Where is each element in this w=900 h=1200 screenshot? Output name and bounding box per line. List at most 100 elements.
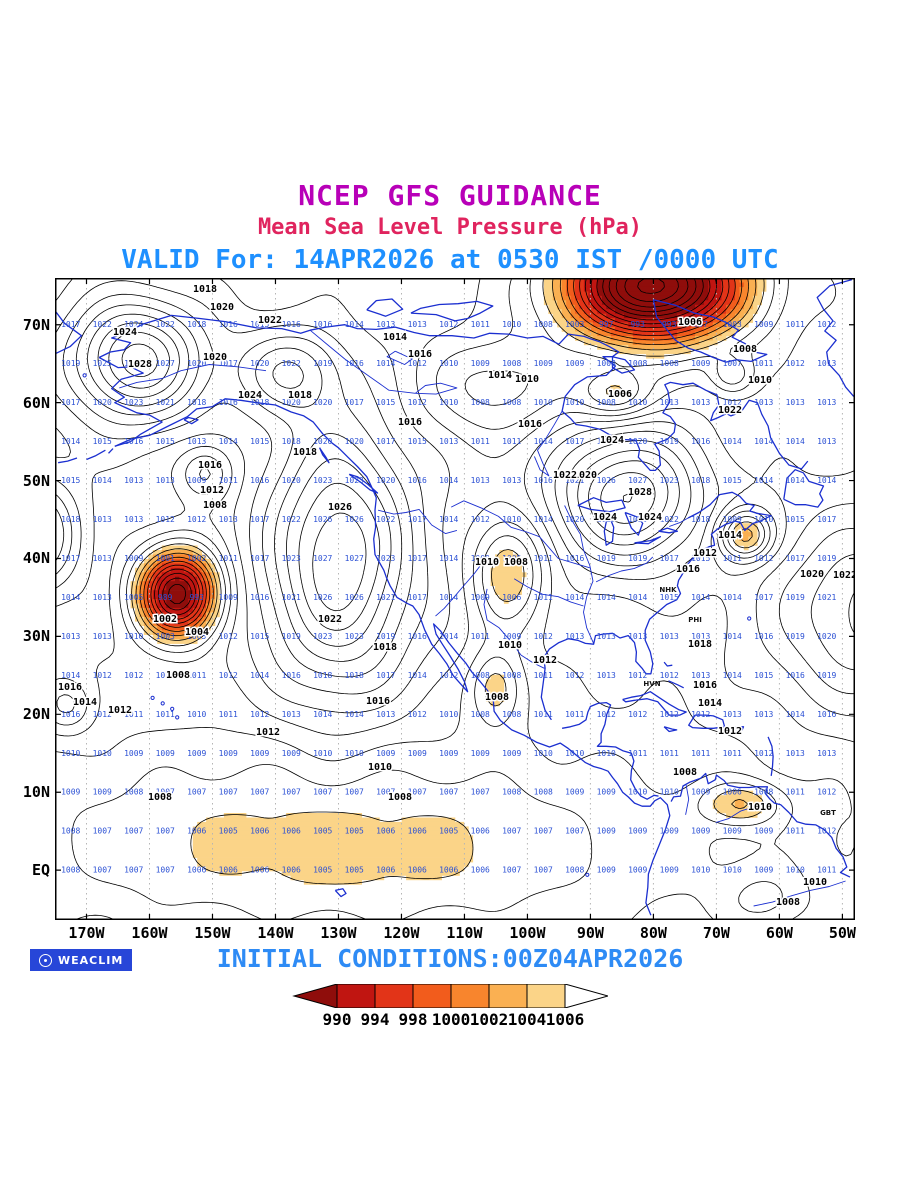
- svg-text:1026: 1026: [345, 515, 364, 524]
- svg-text:1014: 1014: [439, 515, 458, 524]
- svg-text:1016: 1016: [219, 320, 238, 329]
- svg-text:1016: 1016: [250, 593, 269, 602]
- svg-text:1014: 1014: [61, 671, 80, 680]
- svg-text:1013: 1013: [124, 515, 143, 524]
- svg-text:1007: 1007: [187, 788, 206, 797]
- svg-text:1010: 1010: [534, 398, 553, 407]
- svg-text:1006: 1006: [471, 866, 490, 875]
- svg-text:1009: 1009: [187, 476, 206, 485]
- svg-text:1016: 1016: [565, 554, 584, 563]
- svg-text:1005: 1005: [313, 827, 332, 836]
- svg-text:1010: 1010: [786, 866, 805, 875]
- svg-text:1015: 1015: [660, 593, 679, 602]
- svg-text:1008: 1008: [166, 670, 190, 681]
- svg-text:1007: 1007: [156, 866, 175, 875]
- svg-text:1026: 1026: [328, 502, 352, 513]
- svg-text:1010: 1010: [187, 710, 206, 719]
- svg-text:1006: 1006: [608, 389, 632, 400]
- svg-text:1020: 1020: [187, 359, 206, 368]
- svg-text:1009: 1009: [471, 554, 490, 563]
- svg-text:1010: 1010: [93, 749, 112, 758]
- svg-text:1018: 1018: [193, 284, 217, 295]
- svg-text:1008: 1008: [754, 788, 773, 797]
- svg-text:1005: 1005: [313, 866, 332, 875]
- svg-text:1013: 1013: [628, 632, 647, 641]
- svg-text:1019: 1019: [597, 554, 616, 563]
- svg-text:1010: 1010: [748, 375, 772, 386]
- svg-text:1013: 1013: [93, 632, 112, 641]
- y-axis-label: 60N: [22, 393, 50, 412]
- svg-text:1012: 1012: [533, 655, 557, 666]
- svg-text:1016: 1016: [408, 476, 427, 485]
- svg-text:1017: 1017: [817, 515, 836, 524]
- svg-text:1014: 1014: [691, 593, 710, 602]
- svg-text:1013: 1013: [691, 671, 710, 680]
- svg-text:1014: 1014: [488, 370, 512, 381]
- x-axis-label: 120W: [383, 924, 420, 942]
- svg-text:1024: 1024: [638, 512, 662, 523]
- svg-text:1022: 1022: [318, 614, 342, 625]
- svg-text:1012: 1012: [471, 515, 490, 524]
- svg-text:1010: 1010: [754, 515, 773, 524]
- svg-text:1011: 1011: [786, 788, 805, 797]
- svg-text:1018: 1018: [187, 398, 206, 407]
- coastlines: [54, 278, 855, 916]
- svg-text:1020: 1020: [628, 437, 647, 446]
- svg-text:1017: 1017: [219, 359, 238, 368]
- svg-text:GBT: GBT: [820, 809, 836, 817]
- svg-text:1011: 1011: [156, 710, 175, 719]
- svg-text:1012: 1012: [660, 710, 679, 719]
- svg-text:1009: 1009: [471, 749, 490, 758]
- svg-text:1014: 1014: [61, 437, 80, 446]
- svg-text:1010: 1010: [691, 866, 710, 875]
- subtitle-valid-time: VALID For: 14APR2026 at 0530 IST /0000 U…: [121, 244, 779, 275]
- svg-text:1012: 1012: [628, 710, 647, 719]
- svg-text:1016: 1016: [691, 437, 710, 446]
- svg-text:1015: 1015: [754, 671, 773, 680]
- svg-text:1014: 1014: [723, 437, 742, 446]
- svg-text:1007: 1007: [219, 788, 238, 797]
- svg-text:1007: 1007: [93, 827, 112, 836]
- svg-text:1013: 1013: [660, 398, 679, 407]
- svg-text:1009: 1009: [156, 749, 175, 758]
- svg-text:1006: 1006: [723, 788, 742, 797]
- svg-text:1012: 1012: [817, 827, 836, 836]
- svg-text:1009: 1009: [660, 827, 679, 836]
- svg-text:1006: 1006: [408, 866, 427, 875]
- svg-text:1012: 1012: [691, 710, 710, 719]
- svg-text:1009: 1009: [471, 593, 490, 602]
- svg-text:1010: 1010: [803, 877, 827, 888]
- svg-text:1014: 1014: [439, 554, 458, 563]
- svg-text:1020: 1020: [800, 569, 824, 580]
- svg-text:1008: 1008: [471, 671, 490, 680]
- colorbar-tick-label: 998: [398, 1010, 428, 1029]
- svg-text:1008: 1008: [471, 398, 490, 407]
- svg-text:1009: 1009: [691, 788, 710, 797]
- svg-text:1013: 1013: [282, 710, 301, 719]
- svg-text:1020: 1020: [282, 476, 301, 485]
- svg-text:1008: 1008: [502, 671, 521, 680]
- svg-text:1008: 1008: [485, 692, 509, 703]
- svg-text:1016: 1016: [398, 417, 422, 428]
- svg-text:1010: 1010: [534, 749, 553, 758]
- svg-text:1021: 1021: [156, 398, 175, 407]
- svg-text:1014: 1014: [723, 671, 742, 680]
- svg-text:1006: 1006: [502, 593, 521, 602]
- svg-text:1012: 1012: [200, 485, 224, 496]
- svg-text:1008: 1008: [534, 320, 553, 329]
- svg-text:1014: 1014: [534, 515, 553, 524]
- x-axis-label: 80W: [639, 924, 667, 942]
- svg-text:1027: 1027: [628, 476, 647, 485]
- islands: [82, 373, 752, 877]
- svg-text:1007: 1007: [250, 788, 269, 797]
- svg-text:1010: 1010: [498, 640, 522, 651]
- svg-text:1010: 1010: [61, 749, 80, 758]
- svg-text:1009: 1009: [691, 359, 710, 368]
- svg-text:1020: 1020: [313, 437, 332, 446]
- svg-text:1014: 1014: [73, 697, 97, 708]
- x-axis-label: 170W: [68, 924, 105, 942]
- svg-text:1011: 1011: [754, 359, 773, 368]
- svg-text:1023: 1023: [313, 476, 332, 485]
- svg-text:1029: 1029: [124, 359, 143, 368]
- svg-text:1016: 1016: [282, 320, 301, 329]
